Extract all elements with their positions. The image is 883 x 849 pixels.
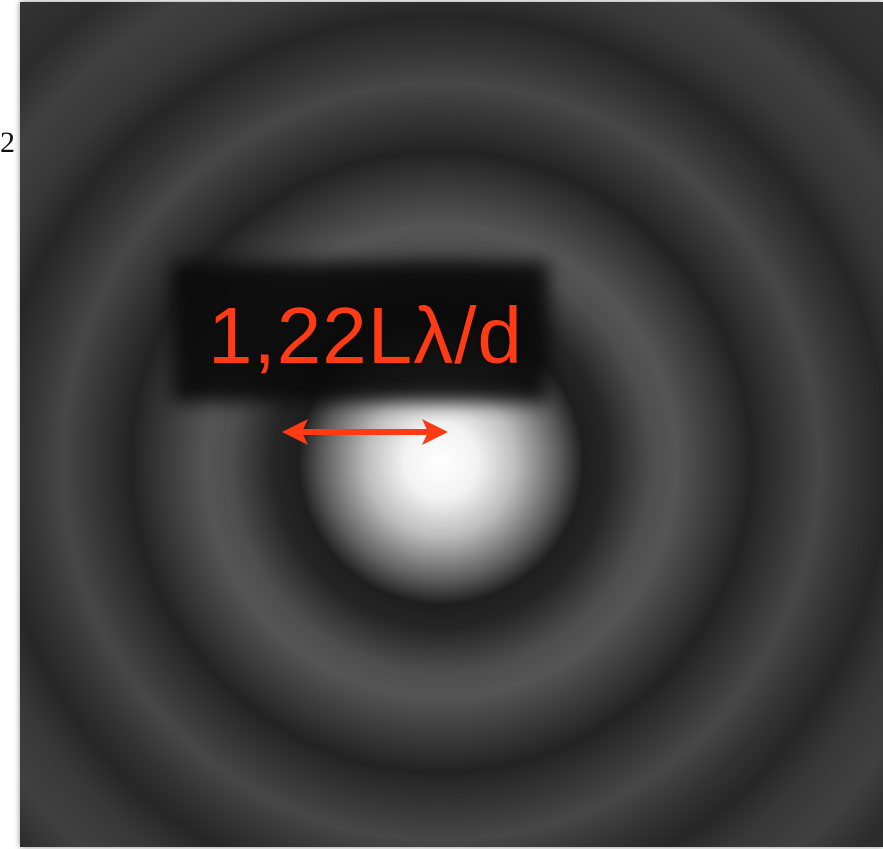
pattern-background: [20, 2, 883, 847]
arrow-head-left: [282, 419, 308, 445]
formula-backdrop: [172, 262, 548, 402]
arrow-head-right: [422, 419, 448, 445]
airy-pattern: [20, 2, 883, 847]
formula-label: 1,22Lλ/d: [208, 291, 523, 380]
edge-label: 2: [0, 126, 15, 159]
double-arrow-icon: [282, 419, 448, 445]
